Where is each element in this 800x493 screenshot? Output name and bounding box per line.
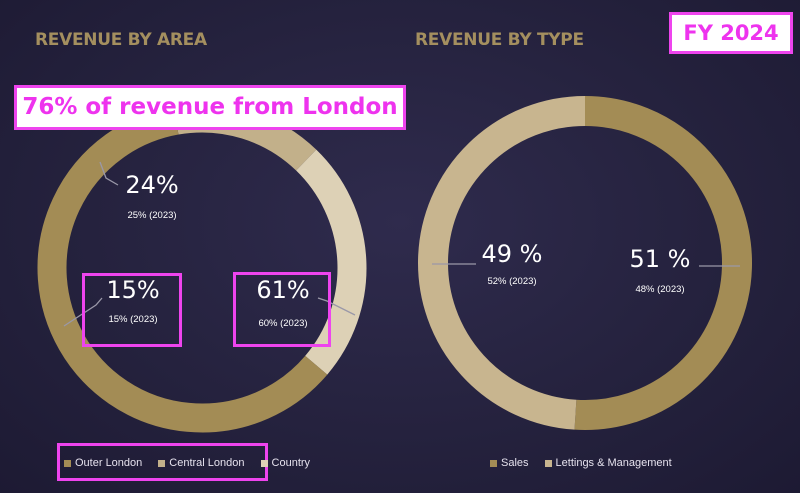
- legend-swatch-sales: [490, 459, 497, 467]
- prior-year-label-sales: 48% (2023): [635, 284, 684, 295]
- donut-slice-sales: [574, 96, 752, 430]
- value-label-sales: 51 %: [630, 245, 691, 273]
- prior-year-label-country: 25% (2023): [127, 210, 176, 221]
- leader-line-outer-london: [317, 297, 356, 316]
- legend-item-sales: Sales: [490, 457, 529, 469]
- value-label-lettings-management: 49 %: [482, 240, 543, 268]
- legend-item-outer-london: Outer London: [64, 457, 142, 469]
- legend-swatch-country: [260, 459, 268, 467]
- legend-label-outer-london: Outer London: [75, 457, 143, 469]
- prior-year-label-central-london: 15% (2023): [108, 314, 157, 325]
- value-label-outer-london: 61%: [256, 276, 309, 304]
- highlight-box-outer-london: [233, 272, 331, 347]
- legend-label-country: Country: [271, 457, 311, 469]
- legend-area: Outer London Central London Country: [64, 457, 310, 469]
- legend-swatch-outer-london: [64, 459, 71, 467]
- highlight-box-central-london: [82, 273, 182, 347]
- donut-slice-outer-london: [37, 106, 328, 433]
- chart-title-area: REVENUE BY AREA: [35, 30, 207, 50]
- legend-item-lettings-management: Lettings & Management: [544, 457, 672, 469]
- legend-swatch-lettings-management: [544, 459, 552, 467]
- headline-callout: 76% of revenue from London: [14, 85, 406, 130]
- legend-swatch-central-london: [158, 459, 166, 467]
- prior-year-label-lettings-management: 52% (2023): [487, 276, 536, 287]
- donut-slice-lettings-management: [418, 96, 586, 430]
- value-label-country: 24%: [125, 171, 178, 199]
- leader-line-country: [99, 161, 119, 186]
- legend-type: Sales Lettings & Management: [490, 457, 672, 469]
- leader-line-central-london: [63, 297, 103, 327]
- value-label-central-london: 15%: [106, 276, 159, 304]
- fiscal-year-badge: FY 2024: [669, 12, 793, 54]
- legend-label-central-london: Central London: [169, 457, 245, 469]
- legend-label-lettings-management: Lettings & Management: [555, 457, 672, 469]
- legend-label-sales: Sales: [501, 457, 529, 469]
- legend-item-central-london: Central London: [158, 457, 245, 469]
- chart-title-type: REVENUE BY TYPE: [415, 30, 584, 50]
- donut-slice-country: [295, 149, 367, 375]
- legend-item-country: Country: [260, 457, 311, 469]
- prior-year-label-outer-london: 60% (2023): [258, 318, 307, 329]
